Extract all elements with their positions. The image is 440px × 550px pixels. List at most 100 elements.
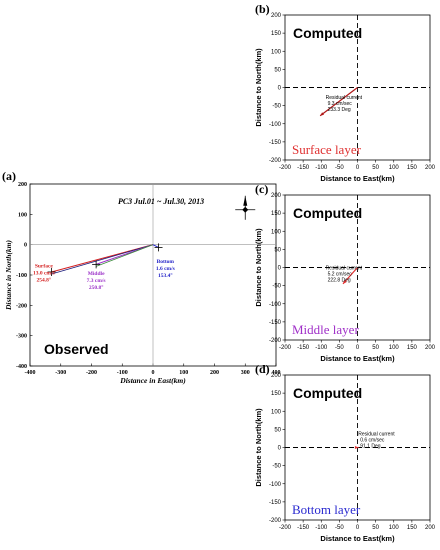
panel-letter: (b) <box>255 2 270 16</box>
y-tick-label: 50 <box>274 67 281 73</box>
y-tick-label: 0 <box>24 243 27 249</box>
x-tick-label: 100 <box>389 525 400 531</box>
panel-letter: (a) <box>2 169 16 183</box>
observed-label: Observed <box>44 341 109 357</box>
residual-vector-arrowhead <box>354 445 359 450</box>
bottom-label-name: Bottom <box>157 259 175 265</box>
x-tick-label: 200 <box>425 345 436 351</box>
surface-label-name: Surface <box>35 263 54 269</box>
y-tick-label: 100 <box>271 49 282 55</box>
x-tick-label: 100 <box>389 165 400 171</box>
residual-direction: 233.3 Deg <box>328 107 351 113</box>
residual-vector-line <box>319 87 358 117</box>
y-tick-label: 0 <box>278 266 282 272</box>
x-tick-label: 200 <box>425 165 436 171</box>
x-tick-label: -50 <box>335 345 344 351</box>
y-tick-label: -200 <box>16 303 27 309</box>
y-tick-label: -150 <box>269 320 282 326</box>
surface-label-speed: 13.0 cm/s <box>33 270 55 276</box>
north-compass <box>235 195 256 220</box>
x-tick-label: -200 <box>279 165 292 171</box>
bottom-label-speed: 1.6 cm/s <box>156 266 175 272</box>
x-tick-label: 50 <box>372 165 379 171</box>
panel-c-computed-middle: (c) -200 -150 -100 -50 0 50 100 150 200 200 150 100 5… <box>254 182 436 363</box>
x-tick-label: 150 <box>407 165 418 171</box>
y-tick-label: -150 <box>269 140 282 146</box>
x-tick-label: 0 <box>152 370 155 376</box>
x-tick-label: 0 <box>356 165 360 171</box>
y-tick-label: 150 <box>271 31 282 37</box>
y-tick-label: -100 <box>269 122 282 128</box>
x-tick-label: 200 <box>210 370 219 376</box>
chart-title: PC3 Jul.01 ~ Jul.30, 2013 <box>118 197 204 206</box>
computed-title: Computed <box>293 385 362 401</box>
panel-b-computed-surface: (b) -200 -150 -100 -50 0 50 100 150 200 200 150 100 5… <box>254 2 436 183</box>
y-tick-label: -300 <box>16 334 27 340</box>
y-tick-label: 200 <box>18 182 27 188</box>
y-tick-label: -100 <box>16 273 27 279</box>
y-tick-label: -150 <box>269 500 282 506</box>
y-tick-label: -100 <box>269 302 282 308</box>
y-tick-label: 0 <box>278 86 282 92</box>
y-tick-label: 150 <box>271 391 282 397</box>
x-tick-label: 200 <box>425 525 436 531</box>
x-tick-label: -150 <box>297 345 310 351</box>
x-tick-label: 50 <box>372 345 379 351</box>
y-tick-label: 200 <box>271 373 282 379</box>
y-axis-label: Distance in North(km) <box>4 240 13 312</box>
residual-label: Residual current <box>358 432 395 438</box>
x-tick-label: 150 <box>407 345 418 351</box>
y-tick-label: 150 <box>271 211 282 217</box>
compass-north-arrow <box>243 195 248 206</box>
y-tick-label: -400 <box>16 364 27 370</box>
residual-speed: 0.6 cm/sec <box>360 438 385 444</box>
residual-speed: 9.3 cm/sec <box>328 101 353 107</box>
middle-label-speed: 7.3 cm/s <box>87 278 106 284</box>
x-tick-label: 0 <box>356 525 360 531</box>
y-axis-label: Distance to North(km) <box>254 48 263 127</box>
x-axis-label: Distance to East(km) <box>320 354 395 363</box>
x-tick-label: -100 <box>315 165 328 171</box>
y-tick-label: 100 <box>271 409 282 415</box>
x-tick-label: -300 <box>55 370 66 376</box>
layer-label: Surface layer <box>292 142 362 157</box>
x-tick-label: -150 <box>297 165 310 171</box>
computed-title: Computed <box>293 205 362 221</box>
layer-label: Bottom layer <box>292 502 361 517</box>
middle-label-name: Middle <box>88 271 105 277</box>
y-tick-label: 100 <box>271 229 282 235</box>
computed-title: Computed <box>293 25 362 41</box>
y-tick-label: -200 <box>269 518 282 524</box>
y-tick-label: -50 <box>272 284 281 290</box>
x-axis-label: Distance to East(km) <box>320 534 395 543</box>
x-tick-label: -50 <box>335 525 344 531</box>
x-tick-label: 400 <box>272 370 281 376</box>
x-tick-label: 50 <box>372 525 379 531</box>
y-tick-label: 0 <box>278 446 282 452</box>
x-tick-label: -400 <box>25 370 36 376</box>
y-tick-label: -50 <box>272 104 281 110</box>
x-tick-label: 100 <box>389 345 400 351</box>
x-axis-label: Distance in East(km) <box>119 376 186 385</box>
y-tick-label: 100 <box>18 212 27 218</box>
bottom-label-direction: 153.4° <box>158 272 173 279</box>
x-tick-label: -50 <box>335 165 344 171</box>
residual-direction: 222.8 Deg <box>328 277 351 283</box>
y-tick-label: 200 <box>271 13 282 19</box>
x-tick-label: 100 <box>179 370 188 376</box>
residual-vector-arrowhead <box>320 112 325 116</box>
x-tick-label: -100 <box>315 525 328 531</box>
y-axis-label: Distance to North(km) <box>254 228 263 307</box>
x-tick-label: 150 <box>407 525 418 531</box>
layer-label: Middle layer <box>292 322 359 337</box>
y-axis-label: Distance to North(km) <box>254 408 263 487</box>
residual-label: Residual current <box>326 265 363 271</box>
x-tick-label: -200 <box>279 345 292 351</box>
y-tick-label: -200 <box>269 338 282 344</box>
panel-letter: (d) <box>255 362 270 376</box>
x-tick-label: -200 <box>86 370 97 376</box>
middle-label-direction: 250.8° <box>89 284 104 291</box>
residual-vector-arrowhead <box>343 280 347 284</box>
x-tick-label: 300 <box>241 370 250 376</box>
